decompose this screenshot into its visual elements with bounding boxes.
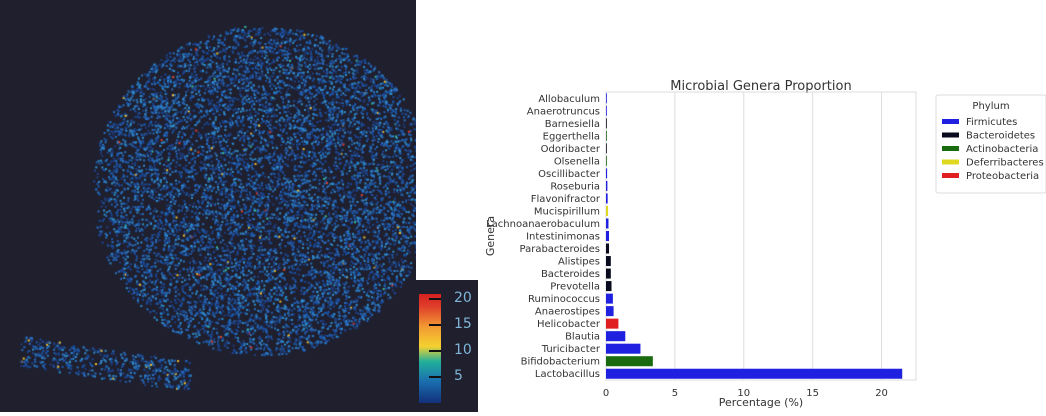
colorbar: 20 15 10 5 [416,280,478,412]
y-tick-label: Lactobacillus [535,369,600,380]
plot-frame [605,91,917,381]
legend-swatch [942,132,959,138]
y-tick-label: Parabacteroides [520,244,601,255]
bar-anaerotruncus [606,105,607,116]
bar-parabacteroides [606,243,610,254]
y-tick-label: Anaerostipes [535,307,600,318]
y-tick-label: Ruminococcus [528,294,600,305]
colorbar-tick-label: 10 [454,342,472,359]
bar-turicibacter [606,343,641,354]
bar-olsenella [606,155,607,166]
y-tick-label: Helicobacter [537,319,601,330]
bar-oscillibacter [606,168,608,179]
bar-helicobacter [606,318,619,329]
x-axis-label: Percentage (%) [719,396,803,409]
colorbar-tick [429,376,441,379]
x-tick-label: 5 [672,388,678,399]
bar-bifidobacterium [606,356,653,367]
bar-prevotella [606,281,612,292]
y-tick-label: Lachnoanaerobaculum [486,219,600,230]
x-tick-label: 0 [603,388,609,399]
y-tick-label: Bacteroides [541,269,600,280]
legend-swatch [942,159,959,165]
bar-allobaculum [606,93,607,104]
legend-entry: Proteobacteria [966,171,1039,182]
embedding-scatter-plot [0,0,416,412]
colorbar-tick-label: 20 [454,290,472,307]
y-tick-label: Turicibacter [541,344,601,355]
y-tick-label: Olsenella [554,156,600,167]
y-tick-label: Mucispirillum [534,206,600,217]
chart-title: Microbial Genera Proportion [670,79,851,94]
y-tick-label: Prevotella [550,282,600,293]
legend-entry: Firmicutes [966,117,1017,128]
y-tick-label: Intestinimonas [526,232,600,243]
bar-odoribacter [606,143,607,154]
legend-entry: Actinobacteria [966,144,1038,155]
y-tick-label: Eggerthella [543,131,600,142]
colorbar-tick-label: 5 [454,368,463,385]
legend: Phylum Firmicutes Bacteroidetes Actinobact… [935,94,1046,194]
legend-swatch [942,119,959,124]
bar-intestinimonas [606,230,610,242]
legend-swatch [942,146,959,151]
x-tick-label: 10 [737,388,750,399]
bar-blautia [606,331,626,342]
bar-roseburia [606,180,608,191]
legend-entry: Deferribacteres [966,158,1044,169]
y-tick-label: Bifidobacterium [521,357,600,368]
bar-anaerostipes [606,306,614,317]
legend-entry: Bacteroidetes [966,131,1035,142]
y-tick-label: Blautia [565,332,600,343]
bar-alistipes [606,256,611,267]
y-tick-label: Odoribacter [541,144,601,155]
y-tick-label: Alistipes [558,257,600,268]
legend-title: Phylum [972,101,1009,112]
bar-eggerthella [606,130,607,141]
bar-mucispirillum [606,205,609,216]
colorbar-tick [429,298,441,301]
bar-bacteroides [606,268,611,279]
legend-swatch [942,173,959,178]
y-tick-label: Barnesiella [545,119,600,130]
colorbar-tick [429,350,441,353]
colorbar-tick [429,324,441,327]
bar-ruminococcus [606,293,613,304]
embedding-scatter-panel [0,0,416,412]
y-tick-label: Allobaculum [538,94,600,105]
x-tick-label: 15 [806,388,819,399]
y-tick-label: Oscillibacter [538,169,601,180]
bar-lactobacillus [606,368,903,379]
bar-chart: Microbial Genera Proportion AllobaculumA… [484,79,1046,409]
y-tick-label: Flavonifractor [531,194,601,205]
bar-lachnoanaerobaculum [606,218,609,229]
colorbar-gradient [419,294,441,403]
y-tick-label: Roseburia [550,181,600,192]
colorbar-tick-label: 15 [454,316,472,333]
bar-barnesiella [606,118,607,129]
y-tick-label: Anaerotruncus [527,106,600,117]
x-tick-label: 20 [875,388,888,399]
bar-flavonifractor [606,193,608,204]
y-axis-label: Genera [484,216,497,256]
